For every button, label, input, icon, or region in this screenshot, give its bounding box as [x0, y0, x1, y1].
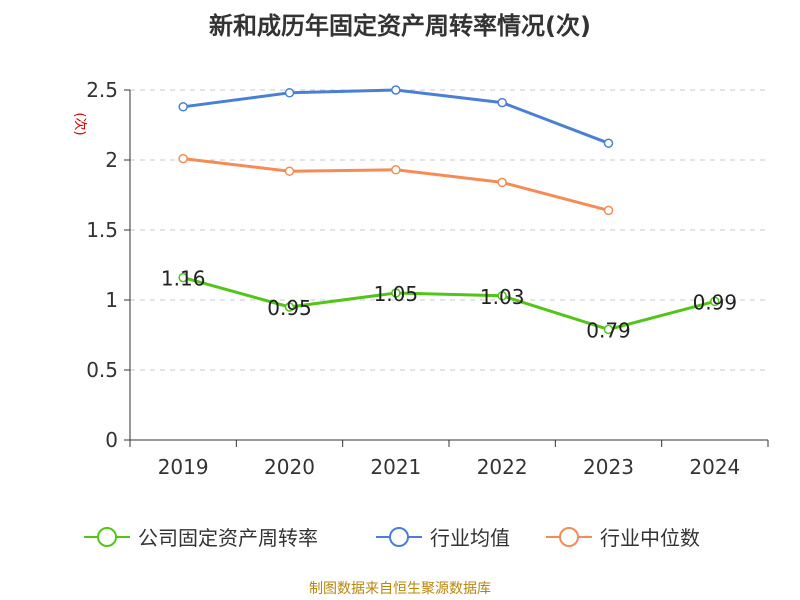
data-label: 1.03	[480, 285, 525, 309]
data-point	[603, 205, 614, 216]
chart-title: 新和成历年固定资产周转率情况(次)	[209, 12, 591, 40]
data-point	[284, 88, 295, 98]
data-point	[178, 272, 188, 283]
x-tick-label: 2020	[264, 455, 315, 479]
y-tick-label: 2.5	[86, 78, 118, 102]
source-note: 制图数据来自恒生聚源数据库	[309, 581, 491, 597]
data-point	[497, 97, 507, 108]
series-line-1	[182, 88, 610, 145]
data-point	[178, 153, 188, 164]
legend-label-0: 公司固定资产周转率	[138, 526, 318, 550]
data-label: 0.79	[586, 318, 631, 342]
x-tick-label: 2019	[158, 455, 209, 479]
y-tick-label: 2	[105, 148, 118, 172]
legend-marker-1	[389, 527, 409, 547]
data-point	[603, 138, 614, 148]
data-point	[178, 102, 188, 112]
data-point	[603, 324, 614, 335]
data-label: 0.99	[693, 290, 738, 314]
legend-label-2: 行业中位数	[600, 526, 700, 550]
legend-marker-0	[97, 527, 117, 547]
y-tick-label: 1.5	[86, 218, 118, 242]
y-tick-label: 0.5	[86, 358, 118, 382]
y-tick-label: 1	[105, 288, 118, 312]
x-tick-label: 2022	[477, 455, 528, 479]
data-point	[710, 296, 720, 307]
x-tick-label: 2024	[689, 455, 740, 479]
data-label: 1.05	[374, 282, 419, 306]
x-tick-label: 2021	[370, 455, 421, 479]
data-point	[391, 288, 401, 298]
y-axis-label: (次)	[72, 112, 88, 135]
data-label: 0.95	[267, 296, 312, 320]
legend-marker-2	[559, 527, 579, 547]
legend-label-1: 行业均值	[430, 526, 510, 550]
data-point	[391, 165, 401, 175]
data-point	[284, 166, 295, 176]
data-point	[497, 177, 507, 188]
data-point	[391, 85, 401, 95]
data-point	[497, 291, 507, 301]
data-label: 1.16	[161, 267, 206, 291]
x-tick-label: 2023	[583, 455, 634, 479]
data-point	[284, 302, 295, 312]
y-tick-label: 0	[105, 428, 118, 452]
series-line-0	[182, 276, 716, 331]
